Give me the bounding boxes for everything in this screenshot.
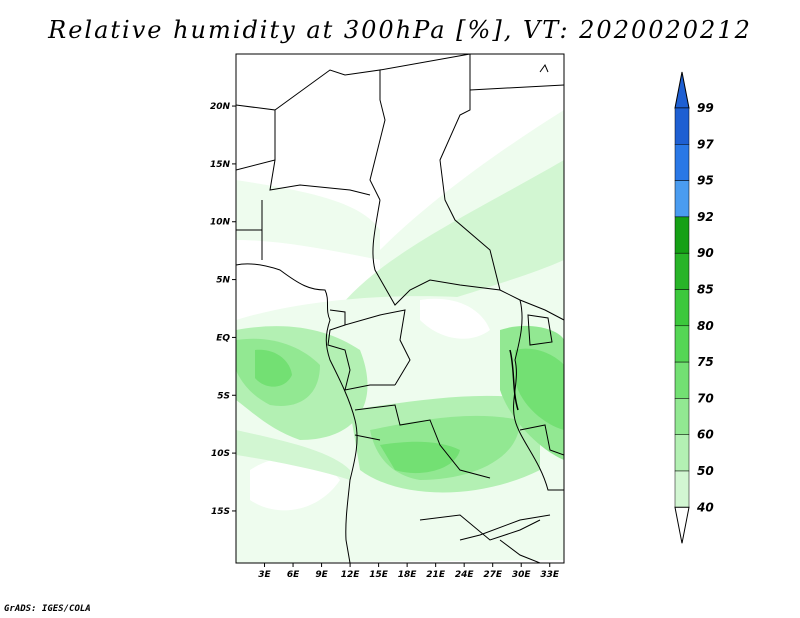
colorbar-level-label: 85 [697,283,714,297]
colorbar-level-label: 75 [697,355,714,369]
colorbar-level-label: 99 [697,101,714,115]
map-frame [235,53,565,564]
coastlines-borders [236,54,564,563]
lat-tick-label: 5N [216,276,230,286]
lat-tick-label: EQ [216,333,230,343]
lon-tick-label: 24E [455,570,475,580]
lat-tick-label: 20N [210,102,231,112]
colorbar-bottom-arrow [674,506,690,544]
colorbar-level-label: 80 [697,319,714,333]
lon-tick-label: 21E [426,570,446,580]
lon-tick-label: 33E [540,570,560,580]
lat-tick-label: 10N [210,218,231,228]
colorbar: 99 97 95 92 90 85 80 75 70 60 50 40 [674,71,714,544]
colorbar-segment [674,325,690,363]
colorbar-segment [674,180,690,218]
colorbar-segment [674,470,690,508]
lat-tick-label: 15N [210,160,231,170]
lon-tick-label: 27E [483,570,503,580]
colorbar-level-label: 60 [697,428,714,442]
colorbar-segment [674,144,690,181]
colorbar-level-label: 95 [697,174,714,188]
colorbar-level-label: 50 [697,464,714,478]
colorbar-level-label: 70 [697,391,714,405]
lon-tick-label: 30E [512,570,532,580]
lon-tick-label: 12E [341,570,361,580]
lon-tick-label: 9E [315,570,328,580]
colorbar-segment [674,361,690,399]
lon-tick-label: 3E [258,570,271,580]
lon-tick-label: 6E [287,570,300,580]
colorbar-level-label: 40 [696,500,714,514]
colorbar-level-label: 92 [697,210,714,224]
longitude-axis: 3E 6E 9E 12E 15E 18E 21E 24E 27E 30E 33E [258,563,560,580]
colorbar-segment [674,216,690,254]
lat-tick-label: 15S [211,507,230,517]
chart-title: Relative humidity at 300hPa [%], VT: 202… [48,16,752,44]
lon-tick-label: 15E [369,570,389,580]
lat-tick-label: 5S [217,391,230,401]
humidity-field [236,54,564,563]
grads-credit: GrADS: IGES/COLA [4,604,91,614]
colorbar-segment [674,107,690,145]
colorbar-segment [674,434,690,472]
colorbar-top-arrow [674,71,690,109]
latitude-axis: 20N 15N 10N 5N EQ 5S 10S 15S [210,102,236,517]
lat-tick-label: 10S [211,449,230,459]
lon-tick-label: 18E [398,570,418,580]
colorbar-level-label: 97 [697,137,714,151]
colorbar-segment [674,252,690,290]
colorbar-level-label: 90 [697,246,714,260]
colorbar-segment [674,398,690,435]
colorbar-segment [674,289,690,327]
